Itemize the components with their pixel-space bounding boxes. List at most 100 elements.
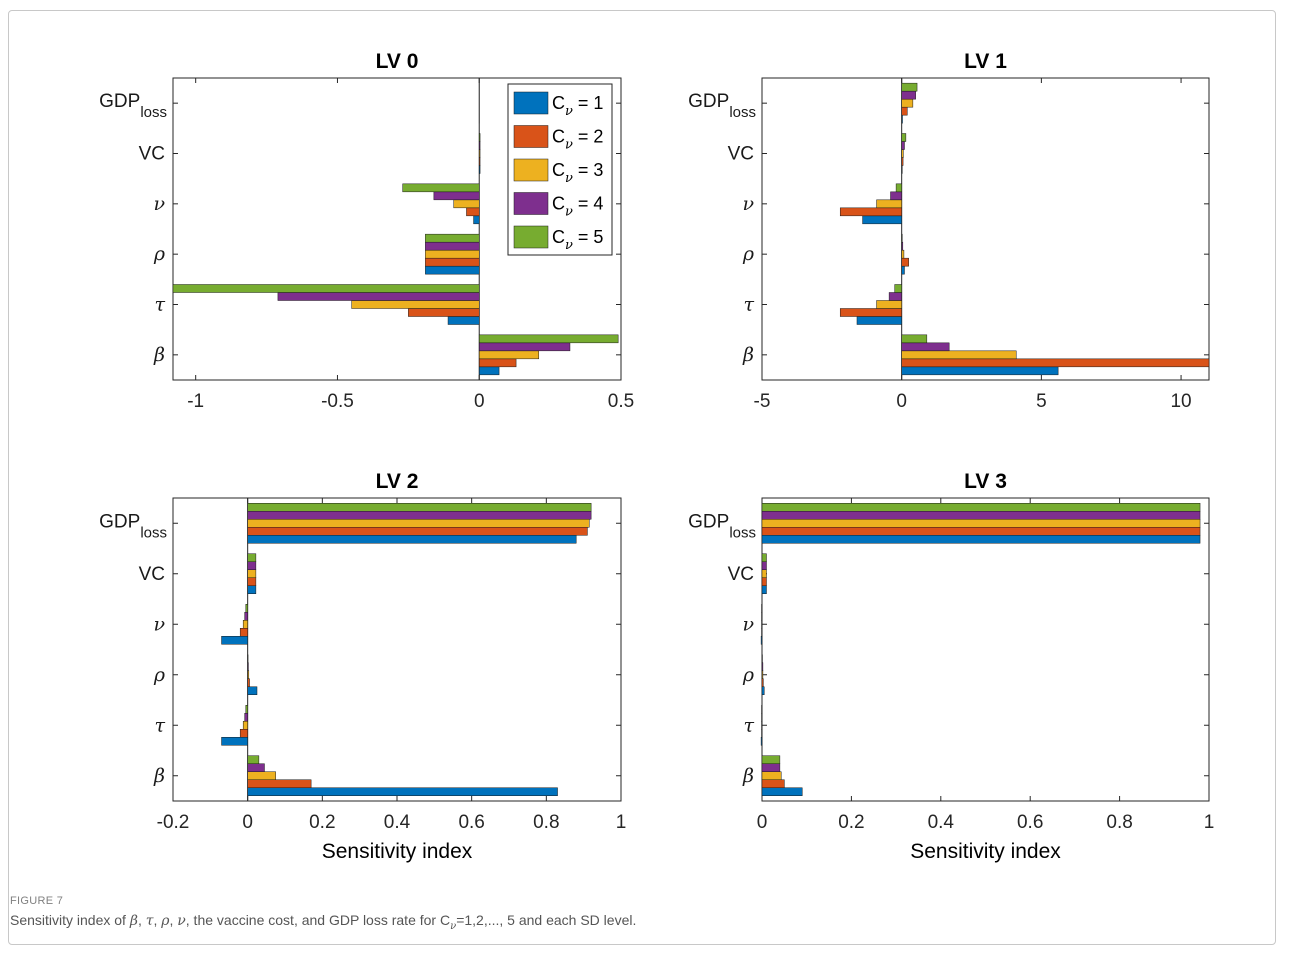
figure-frame [8, 10, 1276, 945]
x-tick-label: 0 [896, 391, 907, 412]
bar [478, 141, 481, 150]
bar [761, 779, 785, 788]
bar [761, 569, 767, 578]
y-tick-label: ν [742, 613, 754, 635]
y-tick-label: τ [154, 294, 165, 316]
bar [761, 662, 764, 671]
bar [351, 300, 480, 309]
bar [247, 678, 250, 687]
y-tick-label: VC [139, 144, 165, 165]
legend-swatch [513, 158, 549, 182]
x-tick-label: 10 [1170, 391, 1191, 412]
bar [761, 755, 781, 764]
bar [761, 535, 1201, 544]
legend-swatch [513, 225, 549, 249]
x-tick-label: 0.8 [1106, 812, 1132, 833]
bar [247, 779, 312, 788]
bar [901, 165, 903, 174]
bar [901, 265, 905, 275]
bar [478, 358, 517, 368]
x-tick-label: 0.5 [608, 391, 634, 412]
bar [247, 577, 257, 586]
y-tick-label: β [153, 765, 165, 787]
bar [478, 157, 481, 166]
x-axis-label: Sensitivity index [322, 840, 473, 863]
bar [221, 636, 248, 645]
bar [901, 257, 909, 267]
x-tick-label: 0.2 [309, 812, 335, 833]
bar [478, 133, 481, 142]
bar [239, 628, 248, 637]
bar [761, 771, 782, 780]
bar [901, 366, 1059, 376]
y-tick-label: VC [728, 144, 754, 165]
bar [453, 199, 480, 209]
bar [761, 527, 1201, 536]
legend-item-label: Cν = 3 [552, 160, 603, 186]
chart-panel-3: 0 0.2 0.4 0.6 0.8 1 β τ ρ ν VC GDPloss LV 3 Sensitivi… [688, 470, 1214, 863]
x-tick-label: -5 [754, 391, 771, 412]
legend-item-label: Cν = 5 [552, 227, 603, 253]
bar [277, 292, 480, 301]
bar [761, 577, 767, 586]
bar [247, 535, 577, 544]
legend-swatch [513, 91, 549, 115]
bar [901, 334, 928, 344]
bar [761, 670, 764, 679]
bar [760, 636, 763, 645]
x-tick-label: 0 [474, 391, 485, 412]
chart-title: LV 3 [964, 470, 1007, 493]
bar [478, 342, 571, 352]
y-tick-label: ρ [153, 243, 166, 265]
y-tick-label: ρ [153, 664, 166, 686]
bar [473, 215, 480, 225]
x-tick-label: 1 [1204, 812, 1215, 833]
bar [876, 300, 902, 309]
bar [761, 503, 1201, 512]
chart-title: LV 1 [964, 50, 1007, 73]
legend: Cν = 1 Cν = 2 Cν = 3 Cν = 4 Cν = 5 [507, 83, 613, 256]
bar [895, 183, 902, 193]
bar [478, 165, 481, 174]
y-tick-label: VC [728, 564, 754, 585]
bar [425, 257, 480, 267]
figure-label: FIGURE 7 [10, 895, 64, 907]
bar [876, 199, 902, 209]
bar [901, 157, 904, 166]
bar [247, 755, 260, 764]
y-tick-label: ν [153, 193, 165, 215]
bar [901, 98, 914, 108]
x-tick-label: 5 [1036, 391, 1047, 412]
bar [447, 316, 480, 325]
axes-box [172, 77, 622, 381]
x-tick-label: 0.6 [458, 812, 484, 833]
bar [901, 149, 904, 158]
bar [890, 191, 902, 201]
legend-swatch [513, 192, 549, 215]
x-axis-label: Sensitivity index [910, 840, 1061, 863]
bar [901, 233, 903, 243]
y-tick-label: GDPloss [688, 511, 756, 541]
bar [247, 511, 592, 520]
bar [839, 207, 902, 217]
bar [761, 585, 767, 594]
bar [466, 207, 480, 217]
bar [901, 141, 905, 150]
bar [247, 686, 258, 695]
bar [760, 737, 763, 746]
bar [761, 678, 764, 687]
bar [839, 308, 902, 317]
x-tick-label: 0.4 [384, 812, 411, 833]
legend-item-label: Cν = 1 [552, 93, 603, 119]
bar [242, 721, 248, 730]
bar [402, 183, 480, 193]
bar [901, 133, 907, 142]
bar [247, 569, 257, 578]
bar [862, 215, 902, 225]
bar [242, 620, 248, 629]
bar [761, 763, 781, 772]
y-tick-label: ν [153, 613, 165, 635]
bar [425, 265, 480, 275]
bar [408, 308, 480, 317]
